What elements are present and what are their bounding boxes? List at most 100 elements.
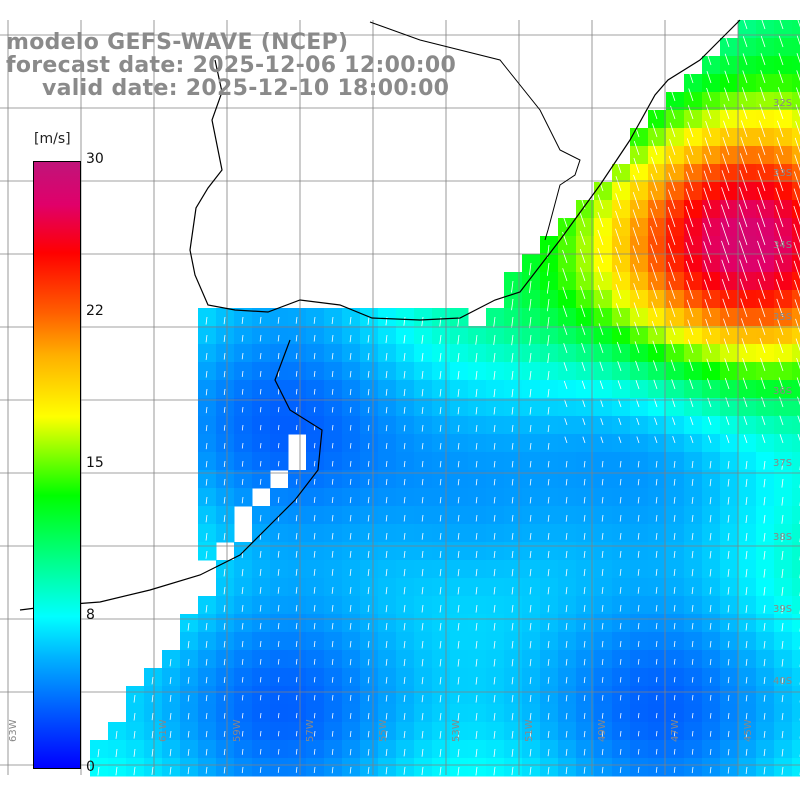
wind-arrow [583, 550, 586, 559]
wind-cell [666, 362, 685, 381]
wind-cell [720, 398, 739, 417]
wind-arrow [581, 380, 586, 390]
wind-arrow [583, 748, 586, 756]
wind-arrow [421, 424, 424, 432]
wind-arrow [367, 658, 370, 666]
wind-cell [630, 200, 649, 219]
wind-arrow [583, 604, 586, 612]
wind-arrow [745, 460, 748, 470]
wind-arrow [223, 334, 226, 342]
wind-arrow [421, 532, 424, 540]
wind-arrow [241, 622, 244, 630]
wind-arrow [670, 339, 676, 354]
wind-arrow [637, 478, 640, 486]
wind-arrow [600, 418, 604, 426]
wind-arrow [763, 640, 766, 649]
lon-label: 49W [597, 719, 608, 742]
wind-arrow [757, 278, 766, 300]
wind-arrow [169, 766, 172, 775]
wind-arrow [743, 396, 748, 408]
wind-arrow [223, 622, 226, 630]
wind-arrow [709, 730, 712, 737]
wind-arrow [795, 338, 800, 352]
wind-arrow [529, 514, 532, 522]
wind-arrow [727, 532, 730, 541]
wind-cell [594, 236, 613, 255]
wind-arrow [779, 396, 784, 408]
wind-cell [756, 38, 775, 57]
wind-cell [684, 326, 703, 345]
wind-arrow [703, 241, 712, 264]
wind-arrow [133, 712, 136, 721]
wind-arrow [421, 514, 424, 522]
wind-arrow [385, 460, 388, 468]
wind-arrow [598, 304, 604, 318]
wind-arrow [763, 712, 766, 720]
wind-arrow [421, 316, 424, 327]
wind-arrow [795, 121, 800, 136]
wind-arrow [241, 460, 244, 467]
wind-arrow [562, 305, 568, 318]
wind-arrow [547, 568, 550, 577]
wind-arrow [763, 730, 766, 738]
wind-cell [666, 308, 685, 327]
wind-arrow [331, 658, 334, 665]
wind-arrow [205, 658, 208, 666]
wind-arrow [652, 106, 658, 120]
wind-arrow [511, 604, 514, 613]
wind-arrow [600, 399, 604, 408]
wind-arrow [797, 434, 800, 442]
wind-arrow [493, 388, 496, 398]
wind-cell [792, 344, 800, 363]
wind-arrow [723, 338, 730, 354]
wind-arrow [367, 460, 370, 467]
wind-arrow [493, 568, 496, 577]
wind-arrow [796, 53, 800, 64]
wind-cell [576, 434, 595, 453]
wind-arrow [761, 18, 766, 30]
wind-arrow [313, 370, 316, 377]
wind-arrow [655, 694, 658, 701]
wind-arrow [367, 370, 370, 378]
wind-arrow [421, 712, 424, 721]
wind-arrow [776, 298, 784, 318]
wind-arrow [511, 478, 514, 486]
wind-arrow [205, 748, 208, 756]
wind-cell [684, 362, 703, 381]
wind-arrow [223, 694, 226, 701]
wind-arrow [763, 568, 766, 578]
wind-arrow [241, 424, 244, 431]
wind-arrow [685, 223, 694, 246]
wind-arrow [367, 478, 370, 486]
wind-arrow [673, 604, 676, 612]
wind-arrow [562, 286, 568, 300]
wind-arrow [688, 71, 694, 84]
wind-cell [648, 146, 667, 165]
wind-cell [720, 362, 739, 381]
wind-arrow [709, 496, 712, 505]
wind-arrow [367, 424, 370, 431]
wind-arrow [727, 478, 730, 487]
wind-arrow [313, 460, 316, 467]
wind-arrow [743, 415, 748, 426]
wind-arrow [547, 334, 550, 346]
wind-arrow [493, 442, 496, 450]
wind-arrow [709, 622, 712, 630]
wind-arrow [169, 748, 172, 757]
wind-arrow [650, 190, 658, 210]
wind-arrow [619, 532, 622, 540]
wind-arrow [187, 658, 190, 666]
wind-arrow [475, 514, 478, 522]
wind-arrow [385, 622, 388, 631]
wind-arrow [745, 622, 748, 631]
wind-arrow [637, 676, 640, 683]
wind-arrow [760, 357, 766, 372]
wind-arrow [651, 123, 658, 138]
lon-label: 55W [378, 719, 389, 742]
wind-arrow [758, 120, 766, 138]
wind-arrow [511, 388, 514, 398]
wind-arrow [511, 298, 514, 311]
wind-arrow [673, 676, 676, 683]
wind-arrow [725, 397, 730, 408]
wind-arrow [668, 261, 676, 282]
